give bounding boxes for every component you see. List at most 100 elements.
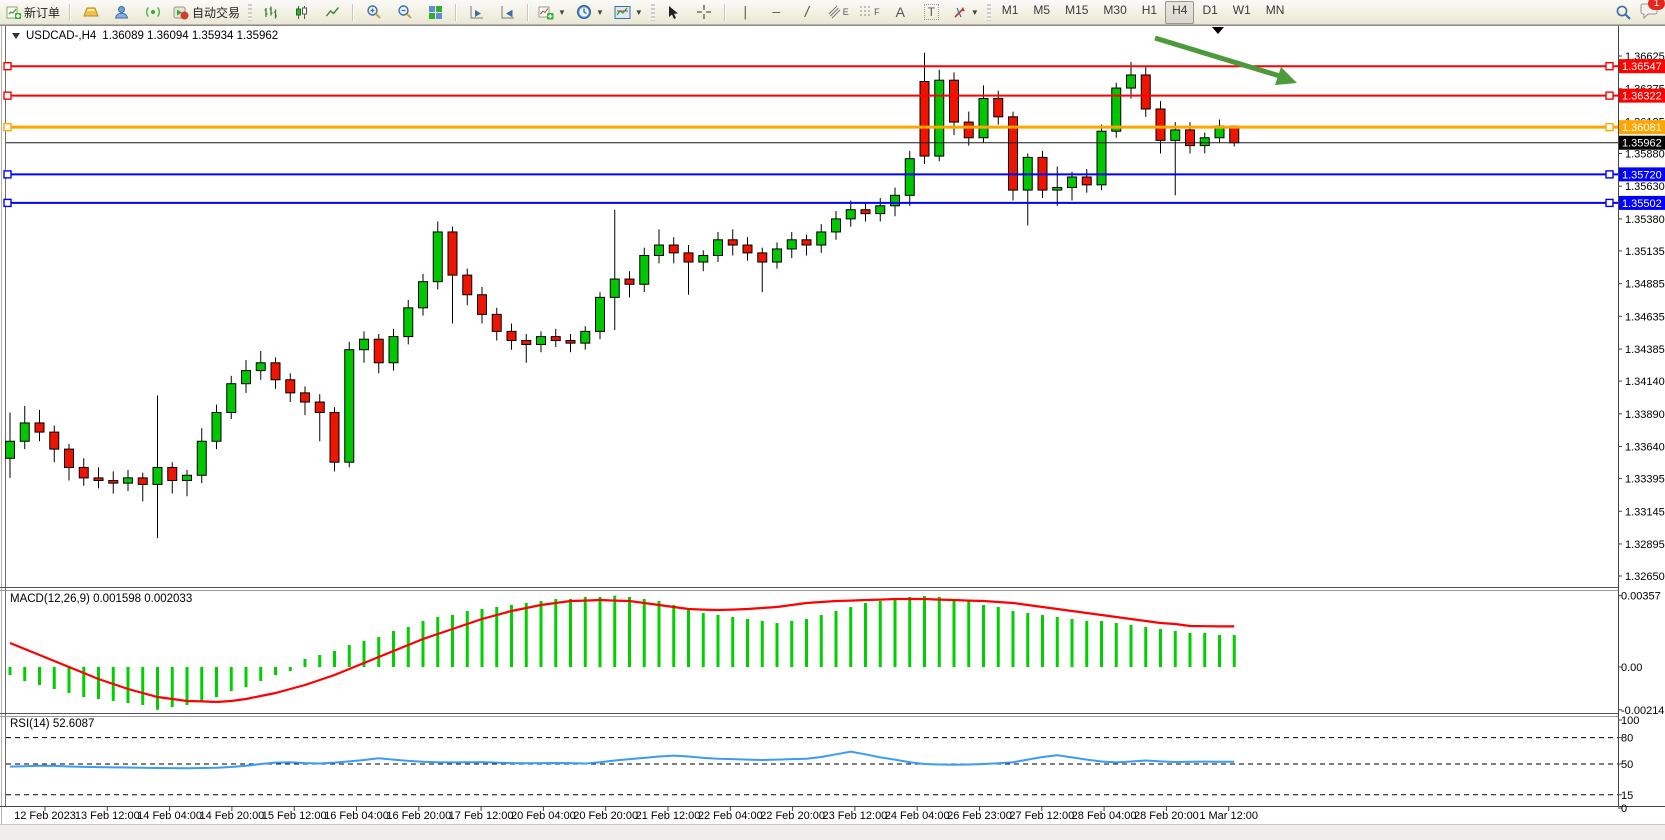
candlestick-mode-button[interactable]: [287, 1, 316, 24]
channel-tool-button[interactable]: E: [824, 1, 853, 24]
time-tick-label: 23 Feb 12:00: [822, 810, 887, 822]
candle-body: [285, 379, 296, 394]
data-window-button[interactable]: [138, 1, 167, 24]
price-tick-label: 1.34885: [1625, 279, 1665, 291]
timeframe-button-m1[interactable]: M1: [1001, 2, 1019, 17]
candle-body: [831, 218, 841, 233]
line-handle[interactable]: [1605, 62, 1614, 71]
rsi-tick-label: 0: [1621, 803, 1627, 815]
line-chart-mode-button[interactable]: [318, 1, 347, 24]
candle-body: [1111, 87, 1122, 132]
notification-badge: 1: [1648, 0, 1665, 10]
line-handle[interactable]: [1605, 198, 1614, 208]
candle-body: [447, 231, 458, 276]
candle-body: [241, 370, 251, 385]
candle-body: [860, 209, 871, 215]
price-tick-label: 1.33640: [1625, 441, 1665, 453]
candle-body: [683, 252, 694, 263]
candle-body: [403, 307, 414, 338]
current-price-label: 1.35962: [1622, 138, 1662, 150]
candle-body: [1052, 186, 1063, 191]
auto-scroll-button[interactable]: [462, 1, 491, 24]
candle-body: [595, 296, 605, 332]
timeframe-button-mn[interactable]: MN: [1265, 2, 1285, 17]
candle-body: [211, 411, 222, 442]
horizontal-line-tool-button[interactable]: —: [762, 1, 791, 24]
new-order-button[interactable]: 新订单: [2, 1, 64, 24]
crosshair-tool-button[interactable]: [690, 1, 719, 24]
price-tick-label: 1.35880: [1625, 148, 1665, 160]
separator: [527, 3, 530, 21]
line-handle[interactable]: [1605, 91, 1614, 100]
indicators-button[interactable]: ▼: [534, 1, 570, 24]
candle-body: [300, 392, 310, 403]
candle-body: [698, 255, 709, 263]
arrows-tool-button[interactable]: ▼: [948, 1, 983, 24]
time-tick-label: 28 Feb 04:00: [1072, 810, 1137, 822]
templates-button[interactable]: ▼: [610, 1, 647, 24]
timeframe-button-h4[interactable]: H4: [1165, 0, 1195, 24]
trend-arrow-annotation[interactable]: [1154, 35, 1284, 80]
line-handle[interactable]: [3, 62, 12, 71]
line-handle[interactable]: [3, 91, 12, 100]
timeframe-button-m15[interactable]: M15: [1065, 2, 1089, 17]
text-label-tool-button[interactable]: T: [917, 1, 946, 24]
line-handle[interactable]: [3, 198, 12, 208]
timeframe-button-m30[interactable]: M30: [1103, 2, 1127, 17]
price-tag-label: 1.36081: [1622, 122, 1662, 134]
price-tag: [1619, 88, 1665, 103]
bar-chart-mode-button[interactable]: [256, 1, 285, 24]
zoom-in-button[interactable]: [359, 1, 388, 24]
cursor-tool-button[interactable]: [659, 1, 688, 24]
fibonacci-letter: F: [874, 7, 880, 17]
text-tool-button[interactable]: A: [886, 1, 915, 24]
candle-body: [668, 244, 679, 254]
line-handle[interactable]: [1605, 170, 1614, 179]
candle-body: [713, 239, 723, 257]
time-tick-label: 14 Feb 04:00: [137, 810, 202, 822]
current-price-tag: [1619, 135, 1665, 150]
vertical-line-tool-button[interactable]: |: [731, 1, 760, 24]
line-handle[interactable]: [3, 170, 12, 179]
candle-body: [1199, 137, 1210, 147]
market-watch-button[interactable]: [76, 1, 105, 24]
candle-body: [123, 477, 133, 484]
time-tick-label: 1 Mar 12:00: [1199, 810, 1258, 822]
notifications-button[interactable]: 1: [1640, 0, 1665, 24]
timeframe-button-d1[interactable]: D1: [1202, 2, 1218, 17]
timeframe-button-m5[interactable]: M5: [1033, 2, 1051, 17]
price-tag-label: 1.35502: [1622, 198, 1662, 210]
candles-icon: [296, 5, 308, 19]
navigator-button[interactable]: [107, 1, 136, 24]
zoom-out-button[interactable]: [390, 1, 419, 24]
candle-body: [19, 422, 30, 442]
trendline-tool-button[interactable]: /: [793, 1, 822, 24]
indicators-icon: [538, 6, 554, 19]
trendline-icon: /: [803, 4, 812, 20]
candle-body: [1126, 74, 1136, 89]
tile-windows-button[interactable]: [421, 1, 450, 24]
line-handle[interactable]: [3, 122, 12, 132]
search-icon[interactable]: [1615, 4, 1632, 21]
auto-trading-button[interactable]: 自动交易: [169, 1, 244, 24]
candle-body: [1140, 74, 1151, 110]
chart-symbol-period: USDCAD-,H4: [26, 30, 97, 42]
candle-body: [182, 474, 192, 482]
timeframe-button-w1[interactable]: W1: [1232, 2, 1251, 17]
time-tick-label: 12 Feb 2023: [14, 810, 76, 822]
line-handle[interactable]: [1605, 122, 1614, 132]
candle-body: [890, 194, 900, 207]
separator: [352, 3, 355, 21]
chart-shift-button[interactable]: [493, 1, 522, 24]
chart-title[interactable]: USDCAD-,H4 1.36089 1.36094 1.35934 1.359…: [12, 30, 278, 42]
price-tick-label: 1.33395: [1625, 474, 1665, 486]
candle-body: [639, 255, 650, 285]
toolbar-grip: [650, 3, 655, 21]
candle-body: [167, 466, 178, 482]
candle-body: [5, 440, 15, 459]
periods-button[interactable]: ▼: [572, 1, 608, 24]
fibonacci-tool-button[interactable]: F: [855, 1, 884, 24]
timeframe-button-h1[interactable]: H1: [1141, 2, 1158, 17]
